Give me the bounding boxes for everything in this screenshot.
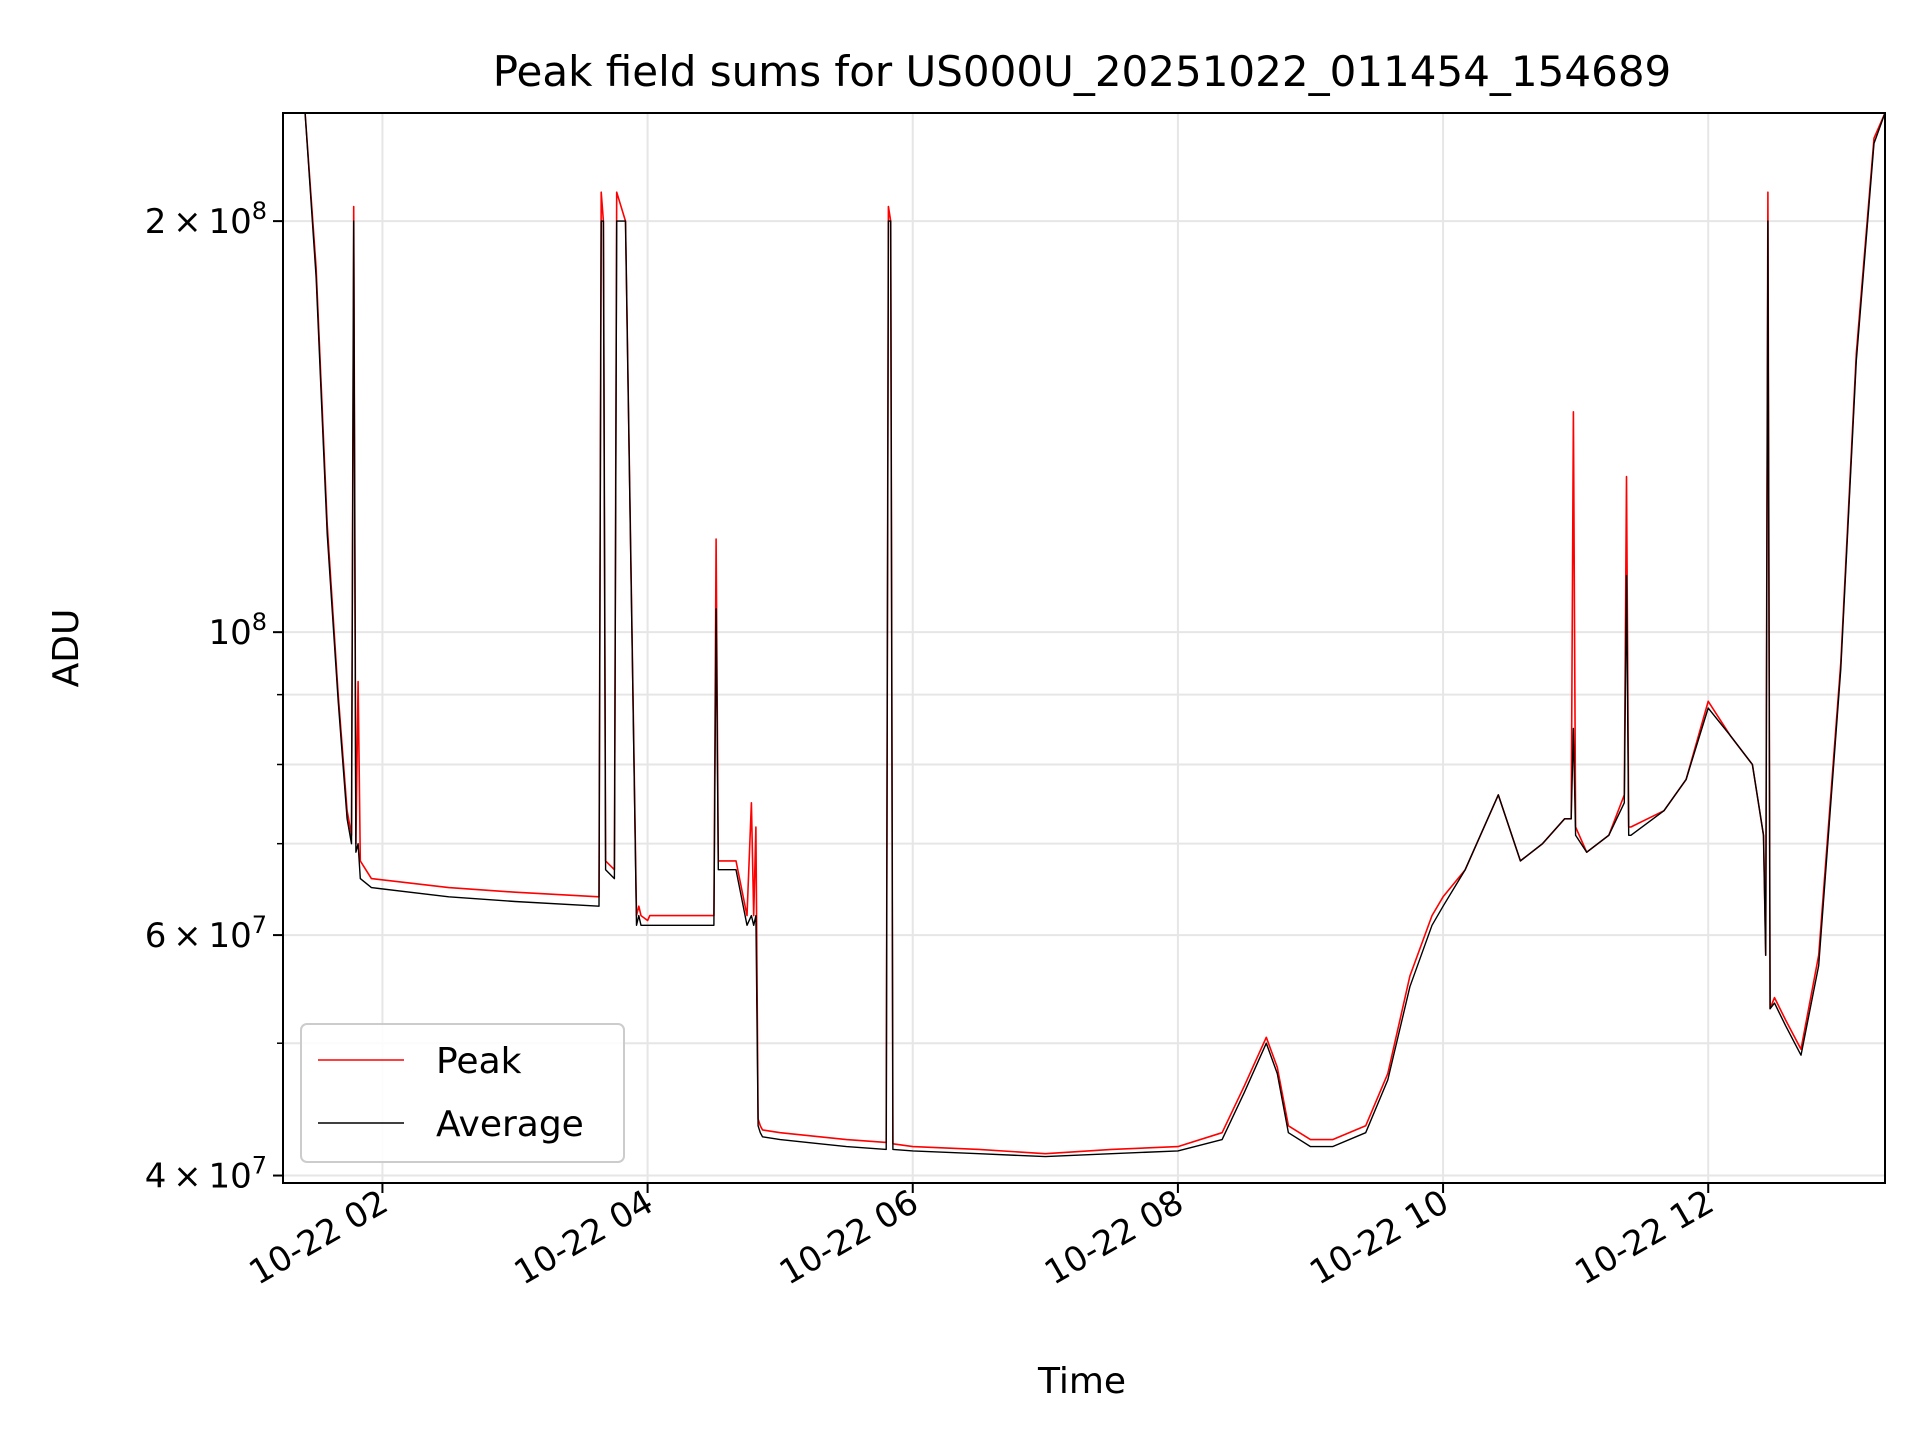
chart-title: Peak field sums for US000U_20251022_0114… bbox=[493, 47, 1672, 96]
legend: Peak Average bbox=[300, 1023, 625, 1163]
legend-peak-label: Peak bbox=[436, 1041, 522, 1082]
y-axis: 4 × 107 6 × 107 108 2 × 108 bbox=[145, 197, 283, 1197]
series-average-line bbox=[283, 113, 1885, 1158]
y-axis-label: ADU bbox=[46, 609, 87, 688]
y-tick-label: 2 × 108 bbox=[145, 197, 267, 242]
series-layer bbox=[283, 113, 1885, 1158]
grid bbox=[283, 113, 1885, 1183]
legend-average-label: Average bbox=[436, 1104, 584, 1145]
plot-frame bbox=[282, 112, 1886, 1184]
x-axis-label: Time bbox=[1037, 1361, 1126, 1402]
legend-box bbox=[300, 1023, 625, 1163]
y-tick-label: 4 × 107 bbox=[145, 1152, 267, 1197]
y-tick-label: 108 bbox=[208, 608, 267, 653]
y-tick-label: 6 × 107 bbox=[145, 911, 267, 956]
